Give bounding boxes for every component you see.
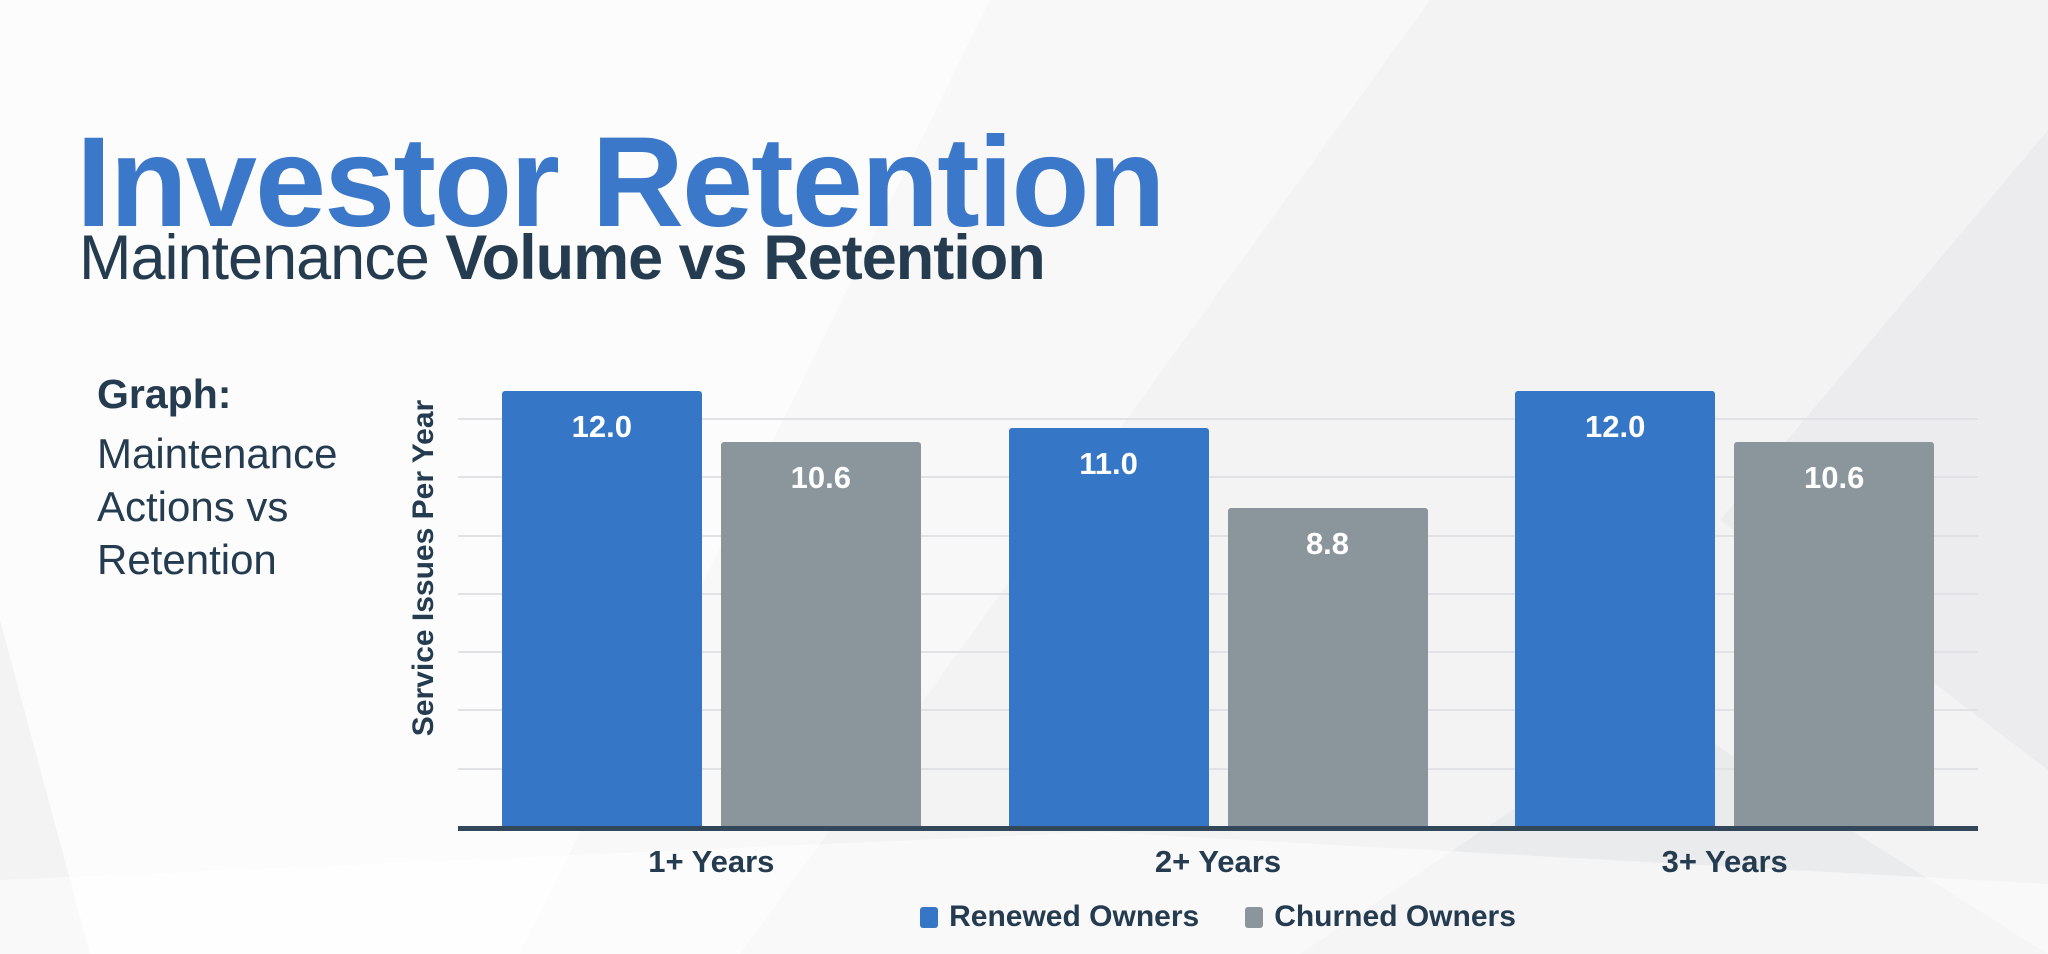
x-axis-labels: 1+ Years 2+ Years 3+ Years [458, 844, 1978, 880]
x-axis-label-1-years: 1+ Years [648, 844, 775, 879]
legend-swatch-renewed-owners [920, 906, 939, 928]
bar-chart: Service Issues Per Year 12.0 10.6 11.0 8.8 1… [407, 373, 1978, 933]
bar-churned-owners-2-years: 8.8 [1227, 507, 1428, 828]
graph-caption-line: Maintenance [97, 430, 338, 477]
chart-legend: Renewed Owners Churned Owners [458, 900, 1978, 934]
gridline [458, 534, 1978, 537]
subtitle-regular-text: Maintenance [79, 223, 430, 293]
gridline [458, 417, 1978, 420]
bar-group-1-years: 12.0 10.6 [458, 373, 965, 828]
x-axis-line [458, 826, 1978, 831]
legend-swatch-churned-owners [1245, 906, 1264, 928]
legend-label: Renewed Owners [949, 900, 1200, 933]
bar-renewed-owners-1-years: 12.0 [501, 391, 702, 828]
slide-subtitle: Maintenance Volume vs Retention [79, 222, 1046, 294]
bar-group-2-years: 11.0 8.8 [965, 373, 1472, 828]
graph-caption-line: Retention [97, 536, 277, 583]
subtitle-bold-text: Volume vs Retention [445, 223, 1045, 293]
x-axis-label-2-years: 2+ Years [1154, 844, 1282, 879]
gridline [458, 651, 1978, 654]
bar-value-label: 10.6 [1804, 460, 1865, 496]
bar-renewed-owners-3-years: 12.0 [1515, 391, 1716, 828]
bar-value-label: 10.6 [790, 460, 851, 496]
graph-caption: Graph: Maintenance Actions vs Retention [97, 368, 338, 586]
bar-groups: 12.0 10.6 11.0 8.8 12.0 10.6 [458, 373, 1978, 828]
bar-value-label: 12.0 [1585, 409, 1646, 445]
graph-caption-heading: Graph: [97, 371, 232, 417]
bar-renewed-owners-2-years: 11.0 [1008, 427, 1209, 828]
legend-label: Churned Owners [1274, 900, 1516, 933]
bar-churned-owners-3-years: 10.6 [1734, 442, 1935, 828]
bar-value-label: 8.8 [1305, 525, 1350, 561]
bar-value-label: 11.0 [1079, 445, 1138, 481]
gridline [458, 767, 1978, 770]
y-axis-label: Service Issues Per Year [407, 399, 440, 737]
bar-group-3-years: 12.0 10.6 [1471, 373, 1978, 828]
graph-caption-line: Actions vs [97, 483, 289, 530]
gridline [458, 709, 1978, 712]
slide-title: Investor Retention [76, 110, 1166, 254]
gridline [458, 476, 1978, 479]
bar-value-label: 12.0 [571, 409, 632, 445]
legend-item-renewed-owners: Renewed Owners [920, 900, 1199, 934]
legend-item-churned-owners: Churned Owners [1245, 900, 1516, 934]
bar-churned-owners-1-years: 10.6 [720, 442, 921, 828]
chart-gridlines [458, 373, 1978, 828]
gridline [458, 592, 1978, 595]
x-axis-label-3-years: 3+ Years [1661, 844, 1788, 879]
